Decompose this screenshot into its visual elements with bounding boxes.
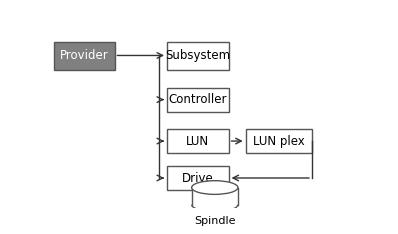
Text: Controller: Controller — [169, 93, 227, 106]
Bar — [246, 129, 312, 153]
Bar — [167, 129, 229, 153]
Bar — [167, 88, 229, 112]
Text: Drive: Drive — [182, 172, 214, 185]
Text: Provider: Provider — [60, 49, 109, 62]
Bar — [55, 42, 115, 69]
Text: Subsystem: Subsystem — [165, 49, 230, 62]
Text: LUN plex: LUN plex — [253, 135, 304, 148]
Text: LUN: LUN — [186, 135, 209, 148]
Bar — [192, 187, 238, 205]
Bar — [167, 42, 229, 69]
Bar — [167, 166, 229, 190]
Ellipse shape — [192, 181, 238, 194]
Text: Spindle: Spindle — [194, 216, 236, 226]
